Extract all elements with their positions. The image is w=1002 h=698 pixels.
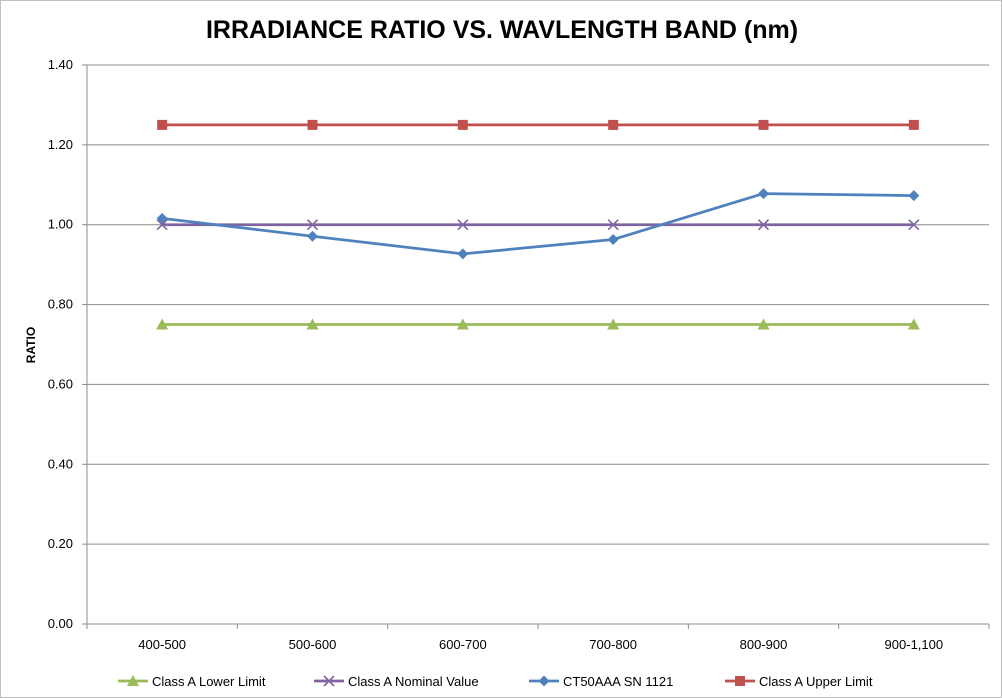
- series-class-a-upper-limit: [157, 119, 919, 130]
- data-point-marker: [156, 318, 169, 330]
- legend-entry: Class A Lower Limit: [118, 674, 266, 689]
- y-tick-label: 0.40: [48, 456, 73, 471]
- x-tick-label: 800-900: [740, 637, 788, 652]
- x-tick-label: 700-800: [589, 637, 637, 652]
- legend-marker: [538, 675, 550, 687]
- data-point-marker-stroke: [306, 219, 319, 231]
- data-point-marker: [608, 119, 619, 130]
- data-point-marker: [607, 219, 619, 231]
- legend-entry: Class A Upper Limit: [725, 674, 873, 689]
- legend: Class A Lower Limit Class A Nominal Value…: [118, 674, 873, 689]
- data-point-marker-stroke: [156, 219, 168, 231]
- data-point-marker-stroke: [908, 219, 920, 231]
- data-point-marker: [908, 219, 920, 231]
- data-point-marker: [907, 318, 920, 330]
- y-tick-label: 0.80: [48, 297, 73, 312]
- series-line: [162, 192, 914, 256]
- y-axis-title: RATIO: [24, 327, 38, 363]
- data-point-marker: [457, 248, 469, 260]
- legend-label: CT50AAA SN 1121: [563, 674, 673, 689]
- series-ct50aaa-sn-1121: [156, 188, 920, 260]
- data-point-marker: [908, 190, 920, 202]
- data-point-marker: [456, 318, 469, 330]
- legend-marker: [127, 675, 139, 686]
- chart-title: IRRADIANCE RATIO VS. WAVLENGTH BAND (nm): [206, 16, 798, 44]
- y-tick-label: 1.40: [48, 57, 73, 72]
- data-point-marker: [156, 212, 168, 224]
- data-point-marker: [457, 219, 469, 231]
- data-point-marker: [157, 119, 168, 130]
- data-point-marker-stroke: [457, 219, 469, 231]
- data-point-marker: [607, 233, 619, 245]
- data-point-marker: [156, 219, 168, 231]
- axes: 0.00 0.20 0.40 0.60 0.80 1.00 1.20 1.40 400-500 5…: [48, 57, 990, 652]
- data-point-marker: [307, 119, 318, 130]
- legend-marker: [323, 675, 335, 687]
- series-class-a-nominal-value: [156, 219, 920, 231]
- x-tick-label: 500-600: [289, 637, 337, 652]
- data-point-marker: [758, 188, 769, 200]
- data-point-marker: [307, 230, 318, 242]
- data-point-marker-stroke: [757, 219, 770, 231]
- data-point-marker: [607, 318, 620, 330]
- x-tick-label: 600-700: [439, 637, 487, 652]
- gridlines: [87, 64, 989, 545]
- data-point-marker: [306, 219, 319, 231]
- y-tick-label: 0.20: [48, 536, 73, 551]
- legend-label: Class A Lower Limit: [152, 674, 266, 689]
- legend-marker-stroke: [323, 675, 335, 687]
- legend-marker: [735, 676, 745, 686]
- series-lines: [156, 119, 920, 330]
- y-tick-label: 1.20: [48, 137, 73, 152]
- y-tick-label: 0.60: [48, 376, 73, 391]
- data-point-marker: [306, 318, 319, 330]
- data-point-marker: [757, 219, 770, 231]
- series-class-a-lower-limit: [156, 318, 920, 330]
- legend-label: Class A Nominal Value: [348, 674, 479, 689]
- legend-entry: CT50AAA SN 1121: [529, 674, 673, 689]
- data-point-marker-stroke: [607, 219, 619, 231]
- x-tick-label: 900-1,100: [885, 637, 944, 652]
- legend-entry: Class A Nominal Value: [314, 674, 479, 689]
- data-point-marker: [757, 318, 770, 330]
- data-point-marker: [758, 119, 769, 130]
- legend-label: Class A Upper Limit: [759, 674, 873, 689]
- y-tick-label: 0.00: [48, 616, 73, 631]
- data-point-marker: [457, 119, 468, 130]
- y-tick-label: 1.00: [48, 217, 73, 232]
- data-point-marker: [908, 119, 919, 130]
- x-tick-label: 400-500: [138, 637, 186, 652]
